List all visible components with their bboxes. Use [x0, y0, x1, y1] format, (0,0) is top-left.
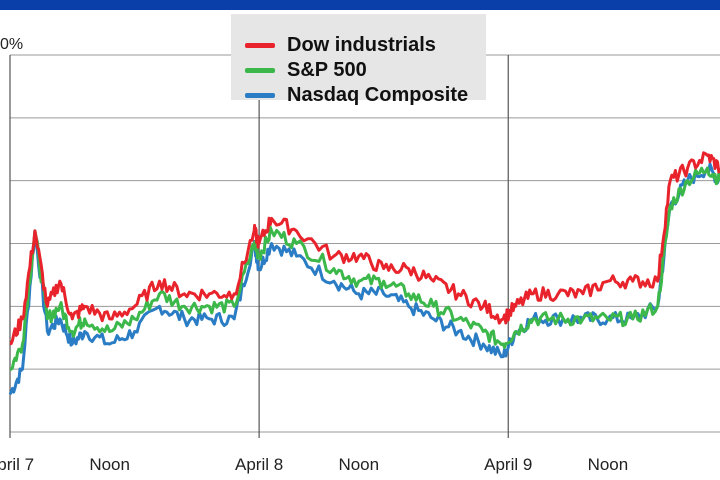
x-tick-label: Noon	[338, 455, 379, 474]
gridlines	[9, 54, 720, 438]
x-tick-label: April 8	[235, 455, 283, 474]
series-line-sp500	[9, 166, 720, 371]
legend-item-sp500: S&P 500	[245, 58, 367, 82]
x-tick-label: Noon	[588, 455, 629, 474]
legend-item-dow: Dow industrials	[245, 33, 436, 57]
legend-label-sp500: S&P 500	[287, 58, 367, 81]
series-line-dow	[9, 151, 720, 346]
y-axis-top-label: 0%	[0, 36, 24, 53]
legend-label-dow: Dow industrials	[287, 33, 436, 56]
legend-swatch-nasdaq	[245, 92, 275, 98]
top-banner-bar	[0, 0, 720, 10]
legend-label-nasdaq: Nasdaq Composite	[287, 83, 469, 106]
legend-swatch-dow	[245, 42, 275, 48]
legend-item-nasdaq: Nasdaq Composite	[245, 83, 468, 107]
x-tick-label: April 9	[484, 455, 532, 474]
series-lines	[8, 151, 720, 395]
legend-swatch-sp500	[245, 67, 275, 73]
x-tick-label: April 7	[0, 455, 34, 474]
chart-legend: Dow industrials S&P 500 Nasdaq Composite	[231, 14, 486, 106]
x-axis-ticks: April 7 Noon April 8 Noon April 9 Noon	[0, 455, 628, 474]
x-tick-label: Noon	[89, 455, 130, 474]
